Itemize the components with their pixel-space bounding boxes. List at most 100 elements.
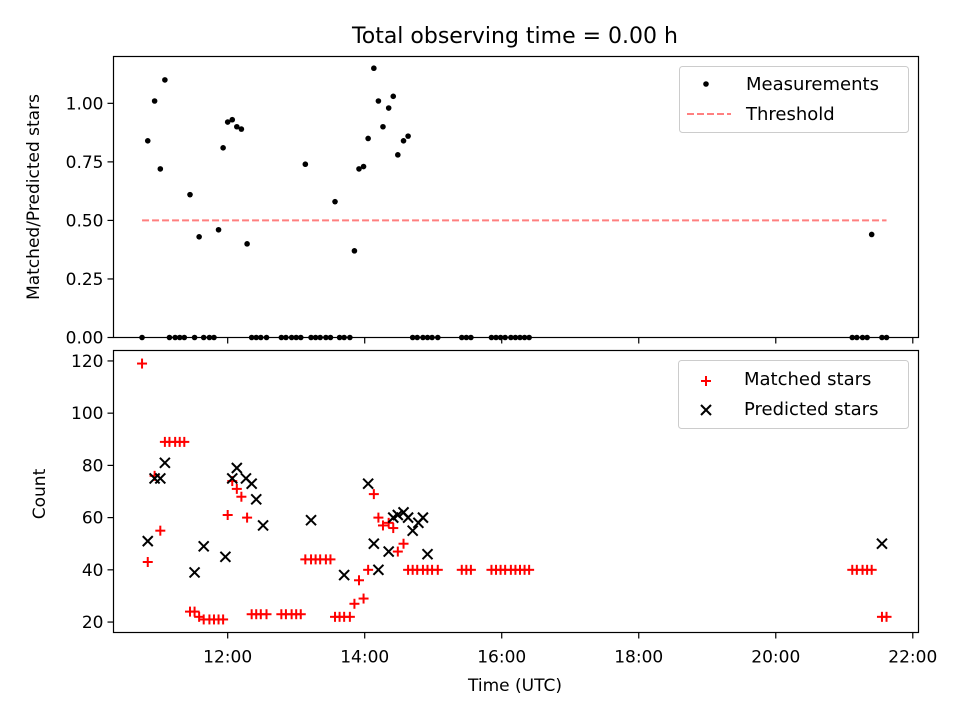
predicted-star-point <box>257 519 269 532</box>
legend-matched-marker <box>701 376 711 386</box>
bottom-y-tick-label: 120 <box>71 352 103 372</box>
x-tick-label: 18:00 <box>614 648 663 668</box>
measurement-point <box>215 226 222 233</box>
matched-star-point <box>465 564 476 575</box>
measurement-point <box>390 93 397 100</box>
legend-predicted-marker <box>700 404 712 416</box>
measurement-point <box>196 234 202 240</box>
matched-star-point <box>392 546 403 557</box>
measurement-point <box>351 248 358 254</box>
x-axis-label: Time (UTC) <box>467 676 562 696</box>
matched-star-point <box>866 564 877 575</box>
predicted-star-point <box>188 566 201 579</box>
predicted-star-point <box>219 551 232 563</box>
bottom-y-tick-label: 40 <box>82 561 104 581</box>
legend-measurements-marker <box>703 81 709 87</box>
bottom-y-ticks: 20 40 60 80 100 120 <box>71 352 114 633</box>
legend-measurements-label: Measurements <box>746 74 879 95</box>
predicted-star-point <box>876 538 888 550</box>
matched-star-point <box>353 575 364 586</box>
matched-star-point <box>388 523 399 534</box>
bottom-y-tick-label: 20 <box>82 613 104 633</box>
matched-star-point <box>524 564 535 575</box>
matched-star-point <box>295 609 306 620</box>
x-tick-label: 22:00 <box>888 648 937 668</box>
bottom-panel-frame <box>112 349 920 634</box>
matched-star-point <box>231 483 242 494</box>
predicted-star-point <box>250 493 262 506</box>
x-tick-label: 14:00 <box>340 648 389 668</box>
matched-star-point <box>137 358 148 369</box>
predicted-star-point <box>231 462 243 474</box>
matched-star-point <box>363 564 374 575</box>
x-tick-label: 20:00 <box>751 648 800 668</box>
top-legend-box <box>679 66 909 133</box>
top-x-ticks <box>227 337 914 344</box>
matched-star-point <box>398 538 409 549</box>
matched-star-point <box>222 510 233 520</box>
top-y-tick-label: 0.00 <box>66 329 104 349</box>
matched-star-point <box>368 489 379 500</box>
top-y-tick-label: 0.25 <box>66 270 104 290</box>
measurement-point <box>400 138 407 144</box>
matched-star-point <box>349 598 360 609</box>
matched-star-point <box>881 611 892 622</box>
measurement-point <box>360 163 367 170</box>
predicted-star-point <box>392 509 404 521</box>
measurement-point <box>302 161 309 168</box>
measurement-point <box>395 152 401 158</box>
x-tick-label: 12:00 <box>203 648 252 668</box>
matched-star-point <box>142 557 153 567</box>
legend-threshold-label: Threshold <box>745 104 835 125</box>
predicted-star-point <box>372 564 385 576</box>
matched-star-point <box>155 525 166 536</box>
matched-star-point <box>373 512 384 523</box>
measurement-point <box>162 77 168 83</box>
measurement-point <box>868 231 875 238</box>
predicted-star-point <box>338 569 350 581</box>
legend-predicted-label: Predicted stars <box>744 399 878 420</box>
matched-star-point <box>358 593 369 604</box>
legend-matched-label: Matched stars <box>744 369 871 390</box>
predicted-star-point <box>417 511 429 524</box>
predicted-star-point <box>421 548 434 560</box>
measurement-point <box>144 138 151 144</box>
bottom-y-tick-label: 80 <box>82 456 104 476</box>
predicted-star-point <box>402 511 414 524</box>
measurement-point <box>187 191 193 198</box>
predicted-star-point <box>226 472 238 485</box>
measurement-point <box>356 166 362 172</box>
top-y-tick-label: 1.00 <box>66 94 104 114</box>
top-panel-frame <box>112 55 920 339</box>
measurement-point <box>405 133 411 139</box>
measurement-point <box>332 198 338 205</box>
top-y-axis-label: Matched/Predicted stars <box>24 94 44 300</box>
chart-title: Total observing time = 0.00 h <box>351 24 678 49</box>
top-y-tick-label: 0.75 <box>66 153 104 173</box>
top-y-ticks: 0.00 0.25 0.50 0.75 1.00 <box>66 94 114 349</box>
bottom-legend-box <box>678 360 909 429</box>
predicted-star-point <box>245 477 258 490</box>
measurement-point <box>371 65 377 72</box>
measurement-point <box>380 123 386 130</box>
measurement-point <box>375 98 382 104</box>
bottom-y-axis-label: Count <box>30 468 50 519</box>
matched-star-point <box>325 554 336 565</box>
measurement-point <box>229 116 236 123</box>
measurement-point <box>151 98 158 104</box>
predicted-star-point <box>382 545 395 558</box>
bottom-x-ticks: 12:00 14:00 16:00 18:00 20:00 22:00 <box>203 632 937 668</box>
predicted-star-point <box>305 514 317 526</box>
matched-star-point <box>179 436 190 447</box>
matched-star-point <box>189 606 200 617</box>
predicted-star-point <box>362 477 374 490</box>
matched-star-point <box>236 491 247 502</box>
top-legend: Measurements Threshold <box>679 66 909 133</box>
top-y-tick-label: 0.50 <box>66 211 104 231</box>
predicted-star-point <box>406 524 419 537</box>
matched-star-point <box>218 614 229 625</box>
bottom-legend: Matched stars Predicted stars <box>678 360 909 429</box>
measurement-point <box>234 123 240 130</box>
bottom-y-tick-label: 60 <box>82 509 104 529</box>
measurement-point <box>365 135 371 142</box>
